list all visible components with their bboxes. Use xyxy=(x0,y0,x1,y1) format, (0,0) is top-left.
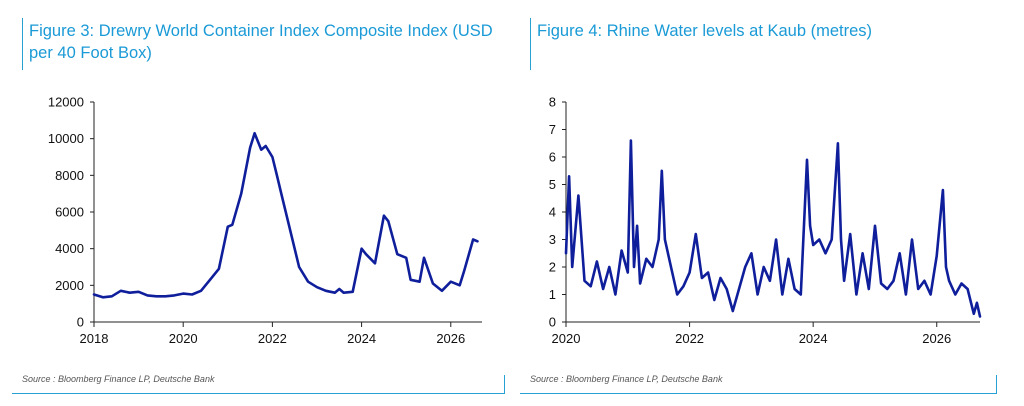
y-tick-label: 1 xyxy=(549,287,556,302)
y-tick-label: 8 xyxy=(549,95,556,110)
x-tick-label: 2018 xyxy=(80,331,109,346)
x-tick-label: 2020 xyxy=(552,331,581,346)
x-tick-label: 2022 xyxy=(675,331,704,346)
chart-title: Figure 3: Drewry World Container Index C… xyxy=(29,22,493,62)
chart-title-box: Figure 3: Drewry World Container Index C… xyxy=(22,18,512,70)
y-tick-label: 5 xyxy=(549,177,556,192)
x-tick-label: 2024 xyxy=(799,331,828,346)
chart-title: Figure 4: Rhine Water levels at Kaub (me… xyxy=(537,22,873,40)
x-tick-label: 2024 xyxy=(347,331,376,346)
y-tick-label: 6000 xyxy=(55,205,84,220)
chart-title-box: Figure 4: Rhine Water levels at Kaub (me… xyxy=(530,18,1004,70)
y-tick-label: 4000 xyxy=(55,241,84,256)
y-tick-label: 3 xyxy=(549,232,556,247)
x-tick-label: 2022 xyxy=(258,331,287,346)
y-tick-label: 2 xyxy=(549,260,556,275)
chart-rhine-levels: 0 1 2 3 4 5 6 7 8 2020 2022 2024 2026 xyxy=(549,95,982,346)
chart-source: Source : Bloomberg Finance LP, Deutsche … xyxy=(530,374,723,384)
footer-tick xyxy=(504,375,505,394)
chart-container-index: 0 2000 4000 6000 8000 10000 12000 2018 2020 2022 2… xyxy=(48,95,482,346)
chart-source: Source : Bloomberg Finance LP, Deutsche … xyxy=(22,374,215,384)
chart-panel-rhine-levels: Figure 4: Rhine Water levels at Kaub (me… xyxy=(520,18,1004,398)
x-tick-label: 2026 xyxy=(922,331,951,346)
y-tick-label: 7 xyxy=(549,122,556,137)
chart-panel-container-index: Figure 3: Drewry World Container Index C… xyxy=(12,18,512,398)
y-tick-label: 8000 xyxy=(55,168,84,183)
y-tick-label: 0 xyxy=(77,315,84,330)
y-tick-label: 6 xyxy=(549,150,556,165)
y-tick-label: 12000 xyxy=(48,95,84,110)
footer-rule xyxy=(12,393,504,394)
series-line xyxy=(564,139,982,318)
y-tick-label: 2000 xyxy=(55,278,84,293)
y-tick-label: 4 xyxy=(549,205,556,220)
series-line xyxy=(92,131,479,299)
y-tick-label: 10000 xyxy=(48,131,84,146)
x-tick-label: 2026 xyxy=(436,331,465,346)
x-tick-label: 2020 xyxy=(169,331,198,346)
footer-rule xyxy=(520,393,996,394)
footer-tick xyxy=(996,375,997,394)
y-tick-label: 0 xyxy=(549,315,556,330)
